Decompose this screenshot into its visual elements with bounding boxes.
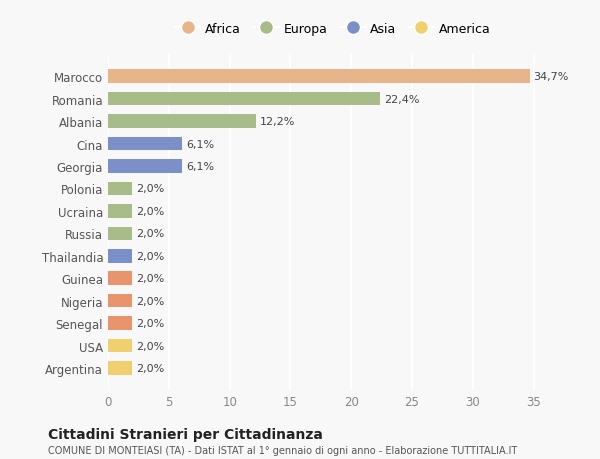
Bar [108, 182, 133, 196]
Bar [108, 160, 182, 174]
Text: 2,0%: 2,0% [136, 296, 164, 306]
Bar [108, 205, 133, 218]
Text: 12,2%: 12,2% [260, 117, 295, 127]
Bar [108, 227, 133, 241]
Bar [108, 339, 133, 353]
Text: 2,0%: 2,0% [136, 363, 164, 373]
Text: 2,0%: 2,0% [136, 207, 164, 216]
Text: 34,7%: 34,7% [533, 72, 569, 82]
Bar [108, 115, 256, 129]
Text: 2,0%: 2,0% [136, 251, 164, 261]
Bar [108, 317, 133, 330]
Bar [108, 93, 380, 106]
Bar [108, 294, 133, 308]
Text: 2,0%: 2,0% [136, 229, 164, 239]
Text: 2,0%: 2,0% [136, 274, 164, 284]
Bar [108, 362, 133, 375]
Text: 22,4%: 22,4% [384, 95, 419, 104]
Text: 6,1%: 6,1% [186, 139, 214, 149]
Legend: Africa, Europa, Asia, America: Africa, Europa, Asia, America [170, 18, 496, 41]
Text: 2,0%: 2,0% [136, 341, 164, 351]
Bar [108, 70, 530, 84]
Bar [108, 272, 133, 285]
Text: 6,1%: 6,1% [186, 162, 214, 172]
Text: Cittadini Stranieri per Cittadinanza: Cittadini Stranieri per Cittadinanza [48, 427, 323, 441]
Text: COMUNE DI MONTEIASI (TA) - Dati ISTAT al 1° gennaio di ogni anno - Elaborazione : COMUNE DI MONTEIASI (TA) - Dati ISTAT al… [48, 445, 517, 455]
Text: 2,0%: 2,0% [136, 319, 164, 328]
Bar [108, 250, 133, 263]
Text: 2,0%: 2,0% [136, 184, 164, 194]
Bar [108, 138, 182, 151]
